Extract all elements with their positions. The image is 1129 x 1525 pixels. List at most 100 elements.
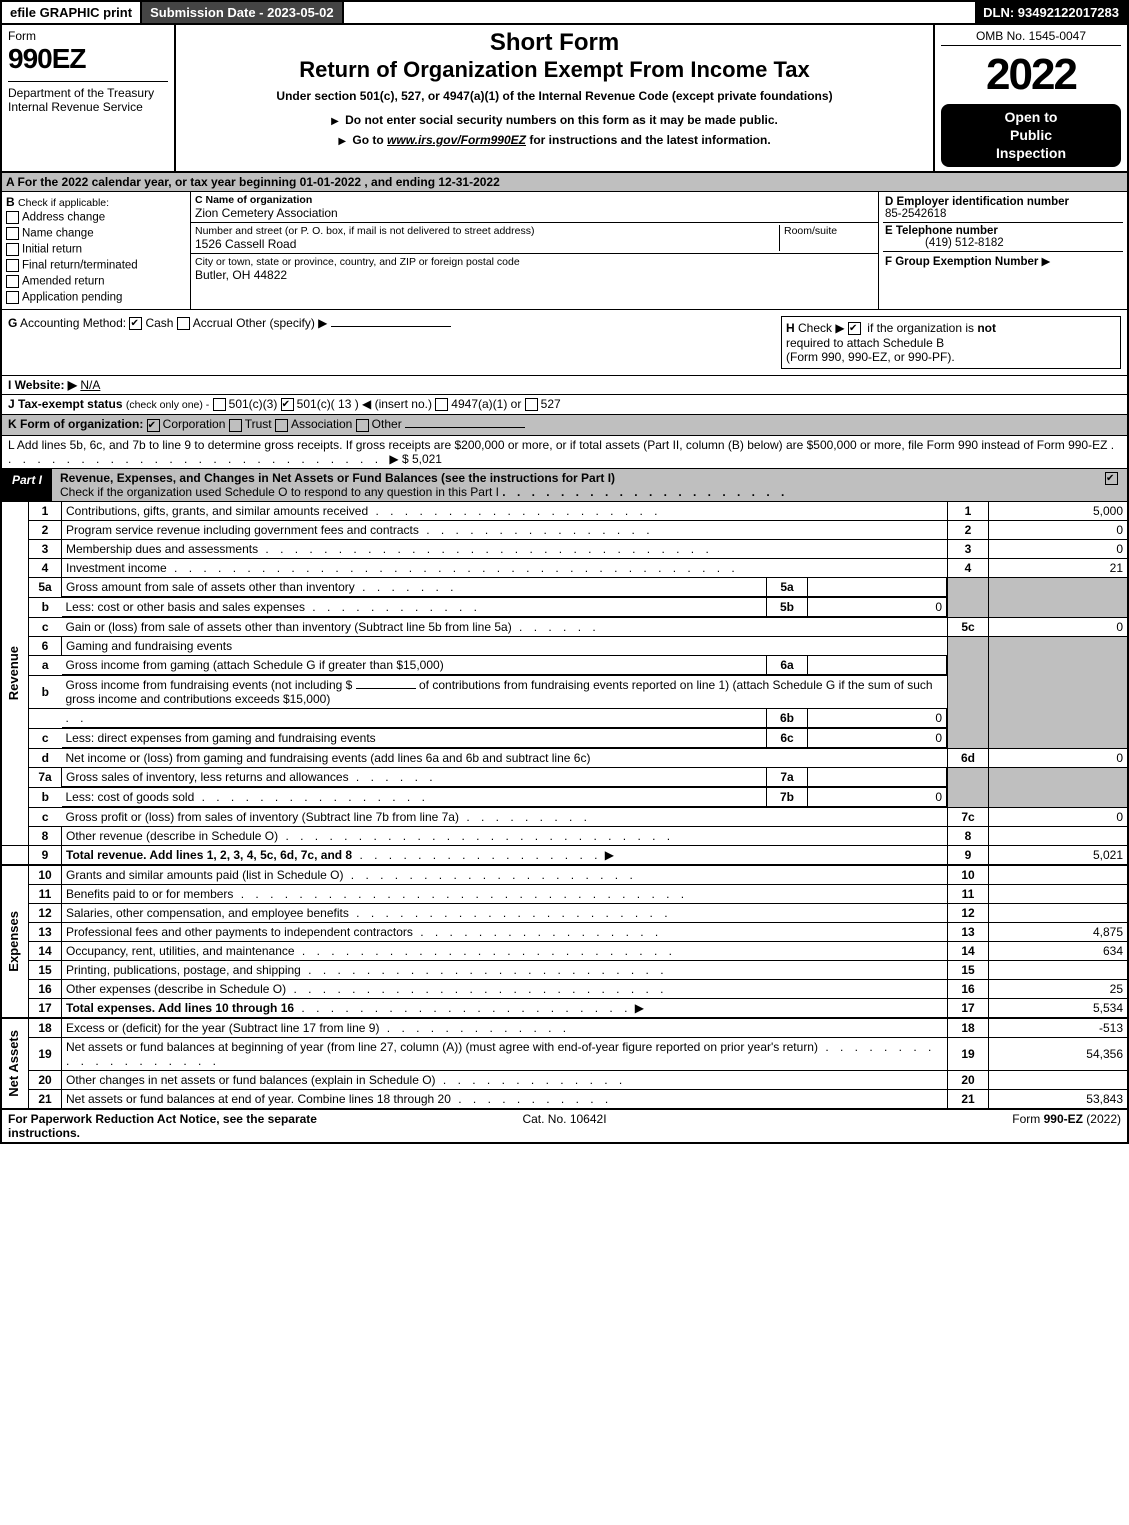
row-j: J Tax-exempt status (check only one) - 5… <box>0 395 1129 415</box>
section-bcdef: B Check if applicable: Address change Na… <box>0 192 1129 310</box>
line-2: 2 Program service revenue including gove… <box>1 520 1128 539</box>
line11-text: Benefits paid to or for members <box>66 887 233 901</box>
line-21: 21 Net assets or fund balances at end of… <box>1 1089 1128 1109</box>
line10-ref: 10 <box>948 865 989 885</box>
checkbox-schedule-o[interactable] <box>1105 472 1118 485</box>
checkbox-final-return[interactable] <box>6 259 19 272</box>
line14-val: 634 <box>989 941 1129 960</box>
line2-text: Program service revenue including govern… <box>66 523 419 537</box>
line14-text: Occupancy, rent, utilities, and maintena… <box>66 944 295 958</box>
line7b-iref: 7b <box>767 788 808 807</box>
checkbox-other-org[interactable] <box>356 419 369 432</box>
checkbox-application-pending[interactable] <box>6 291 19 304</box>
line-6d: d Net income or (loss) from gaming and f… <box>1 748 1128 767</box>
j-o1: 501(c)(3) <box>229 397 278 411</box>
efile-print-label[interactable]: efile GRAPHIC print <box>2 2 142 23</box>
line5b-text: Less: cost or other basis and sales expe… <box>66 600 305 614</box>
other-org-line <box>405 427 525 428</box>
footer-left: For Paperwork Reduction Act Notice, see … <box>8 1112 379 1140</box>
checkbox-name-change[interactable] <box>6 227 19 240</box>
checkbox-527[interactable] <box>525 398 538 411</box>
checkbox-501c3[interactable] <box>213 398 226 411</box>
part1-header: Part I Revenue, Expenses, and Changes in… <box>0 469 1129 502</box>
g-other: Other (specify) ▶ <box>236 316 327 330</box>
line5b-ival: 0 <box>808 598 947 617</box>
line6d-ref: 6d <box>948 748 989 767</box>
b-opt-0: Address change <box>22 211 105 223</box>
line4-ref: 4 <box>948 558 989 577</box>
l-text: L Add lines 5b, 6c, and 7b to line 9 to … <box>8 438 1107 452</box>
line15-val <box>989 960 1129 979</box>
dept-treasury: Department of the Treasury <box>8 86 168 100</box>
row-g-h: G Accounting Method: Cash Accrual Other … <box>0 310 1129 376</box>
line17-ref: 17 <box>948 998 989 1018</box>
j-o4: 527 <box>541 397 561 411</box>
line1-val: 5,000 <box>989 502 1129 521</box>
checkbox-initial-return[interactable] <box>6 243 19 256</box>
line18-val: -513 <box>989 1018 1129 1038</box>
open-line2: Public <box>945 126 1117 144</box>
checkbox-accrual[interactable] <box>177 317 190 330</box>
k-label: K Form of organization: <box>8 417 143 431</box>
line14-ref: 14 <box>948 941 989 960</box>
j-o3: 4947(a)(1) or <box>451 397 521 411</box>
line5c-val: 0 <box>989 617 1129 636</box>
j-sub: (check only one) - <box>126 399 209 411</box>
line-6: 6 Gaming and fundraising events <box>1 636 1128 655</box>
org-name: Zion Cemetery Association <box>195 206 874 220</box>
line13-ref: 13 <box>948 922 989 941</box>
line-11: 11 Benefits paid to or for members . . .… <box>1 884 1128 903</box>
topbar-spacer <box>344 2 976 23</box>
header-right-col: OMB No. 1545-0047 2022 Open to Public In… <box>935 25 1127 171</box>
checkbox-501c[interactable] <box>281 398 294 411</box>
line8-text: Other revenue (describe in Schedule O) <box>66 829 278 843</box>
checkbox-trust[interactable] <box>229 419 242 432</box>
dln-label: DLN: 93492122017283 <box>975 2 1127 23</box>
line6b-iref: 6b <box>767 709 808 728</box>
line5a-ival <box>808 578 947 597</box>
checkbox-amended-return[interactable] <box>6 275 19 288</box>
line7b-ival: 0 <box>808 788 947 807</box>
line12-val <box>989 903 1129 922</box>
line-3: 3 Membership dues and assessments . . . … <box>1 539 1128 558</box>
line7a-iref: 7a <box>767 768 808 787</box>
ein-value: 85-2542618 <box>885 208 946 220</box>
line5a-iref: 5a <box>767 578 808 597</box>
contrib-blank <box>356 688 416 689</box>
line-5a: 5a Gross amount from sale of assets othe… <box>1 577 1128 597</box>
arrow-icon <box>331 113 342 127</box>
b-letter: B <box>6 195 15 209</box>
line-9: 9 Total revenue. Add lines 1, 2, 3, 4, 5… <box>1 845 1128 865</box>
part1-tab: Part I <box>2 469 52 501</box>
line6-text: Gaming and fundraising events <box>66 639 232 653</box>
checkbox-corp[interactable] <box>147 419 160 432</box>
tax-year: 2022 <box>941 50 1121 100</box>
checkbox-address-change[interactable] <box>6 211 19 224</box>
line3-text: Membership dues and assessments <box>66 542 258 556</box>
line12-text: Salaries, other compensation, and employ… <box>66 906 349 920</box>
open-public-badge: Open to Public Inspection <box>941 104 1121 167</box>
b-check-if: Check if applicable: <box>18 197 109 209</box>
b-opt-1: Name change <box>22 227 94 239</box>
g-accrual: Accrual <box>193 316 233 330</box>
checkbox-cash[interactable] <box>129 317 142 330</box>
k-o4: Other <box>372 417 402 431</box>
line12-ref: 12 <box>948 903 989 922</box>
line5c-ref: 5c <box>948 617 989 636</box>
line11-ref: 11 <box>948 884 989 903</box>
b-opt-3: Final return/terminated <box>22 259 138 271</box>
checkbox-assoc[interactable] <box>275 419 288 432</box>
section-b: B Check if applicable: Address change Na… <box>2 192 191 309</box>
checkbox-4947[interactable] <box>435 398 448 411</box>
telephone-value: (419) 512-8182 <box>885 237 1004 249</box>
line13-val: 4,875 <box>989 922 1129 941</box>
footer-right: Form 990-EZ (2022) <box>750 1112 1121 1140</box>
irs-link[interactable]: www.irs.gov/Form990EZ <box>387 133 526 147</box>
line6a-text: Gross income from gaming (attach Schedul… <box>66 658 444 672</box>
i-label: I Website: ▶ <box>8 378 77 392</box>
line6c-text: Less: direct expenses from gaming and fu… <box>66 731 376 745</box>
j-label: J Tax-exempt status <box>8 397 123 411</box>
line7c-val: 0 <box>989 807 1129 826</box>
checkbox-h[interactable] <box>848 322 861 335</box>
line5b-iref: 5b <box>767 598 808 617</box>
